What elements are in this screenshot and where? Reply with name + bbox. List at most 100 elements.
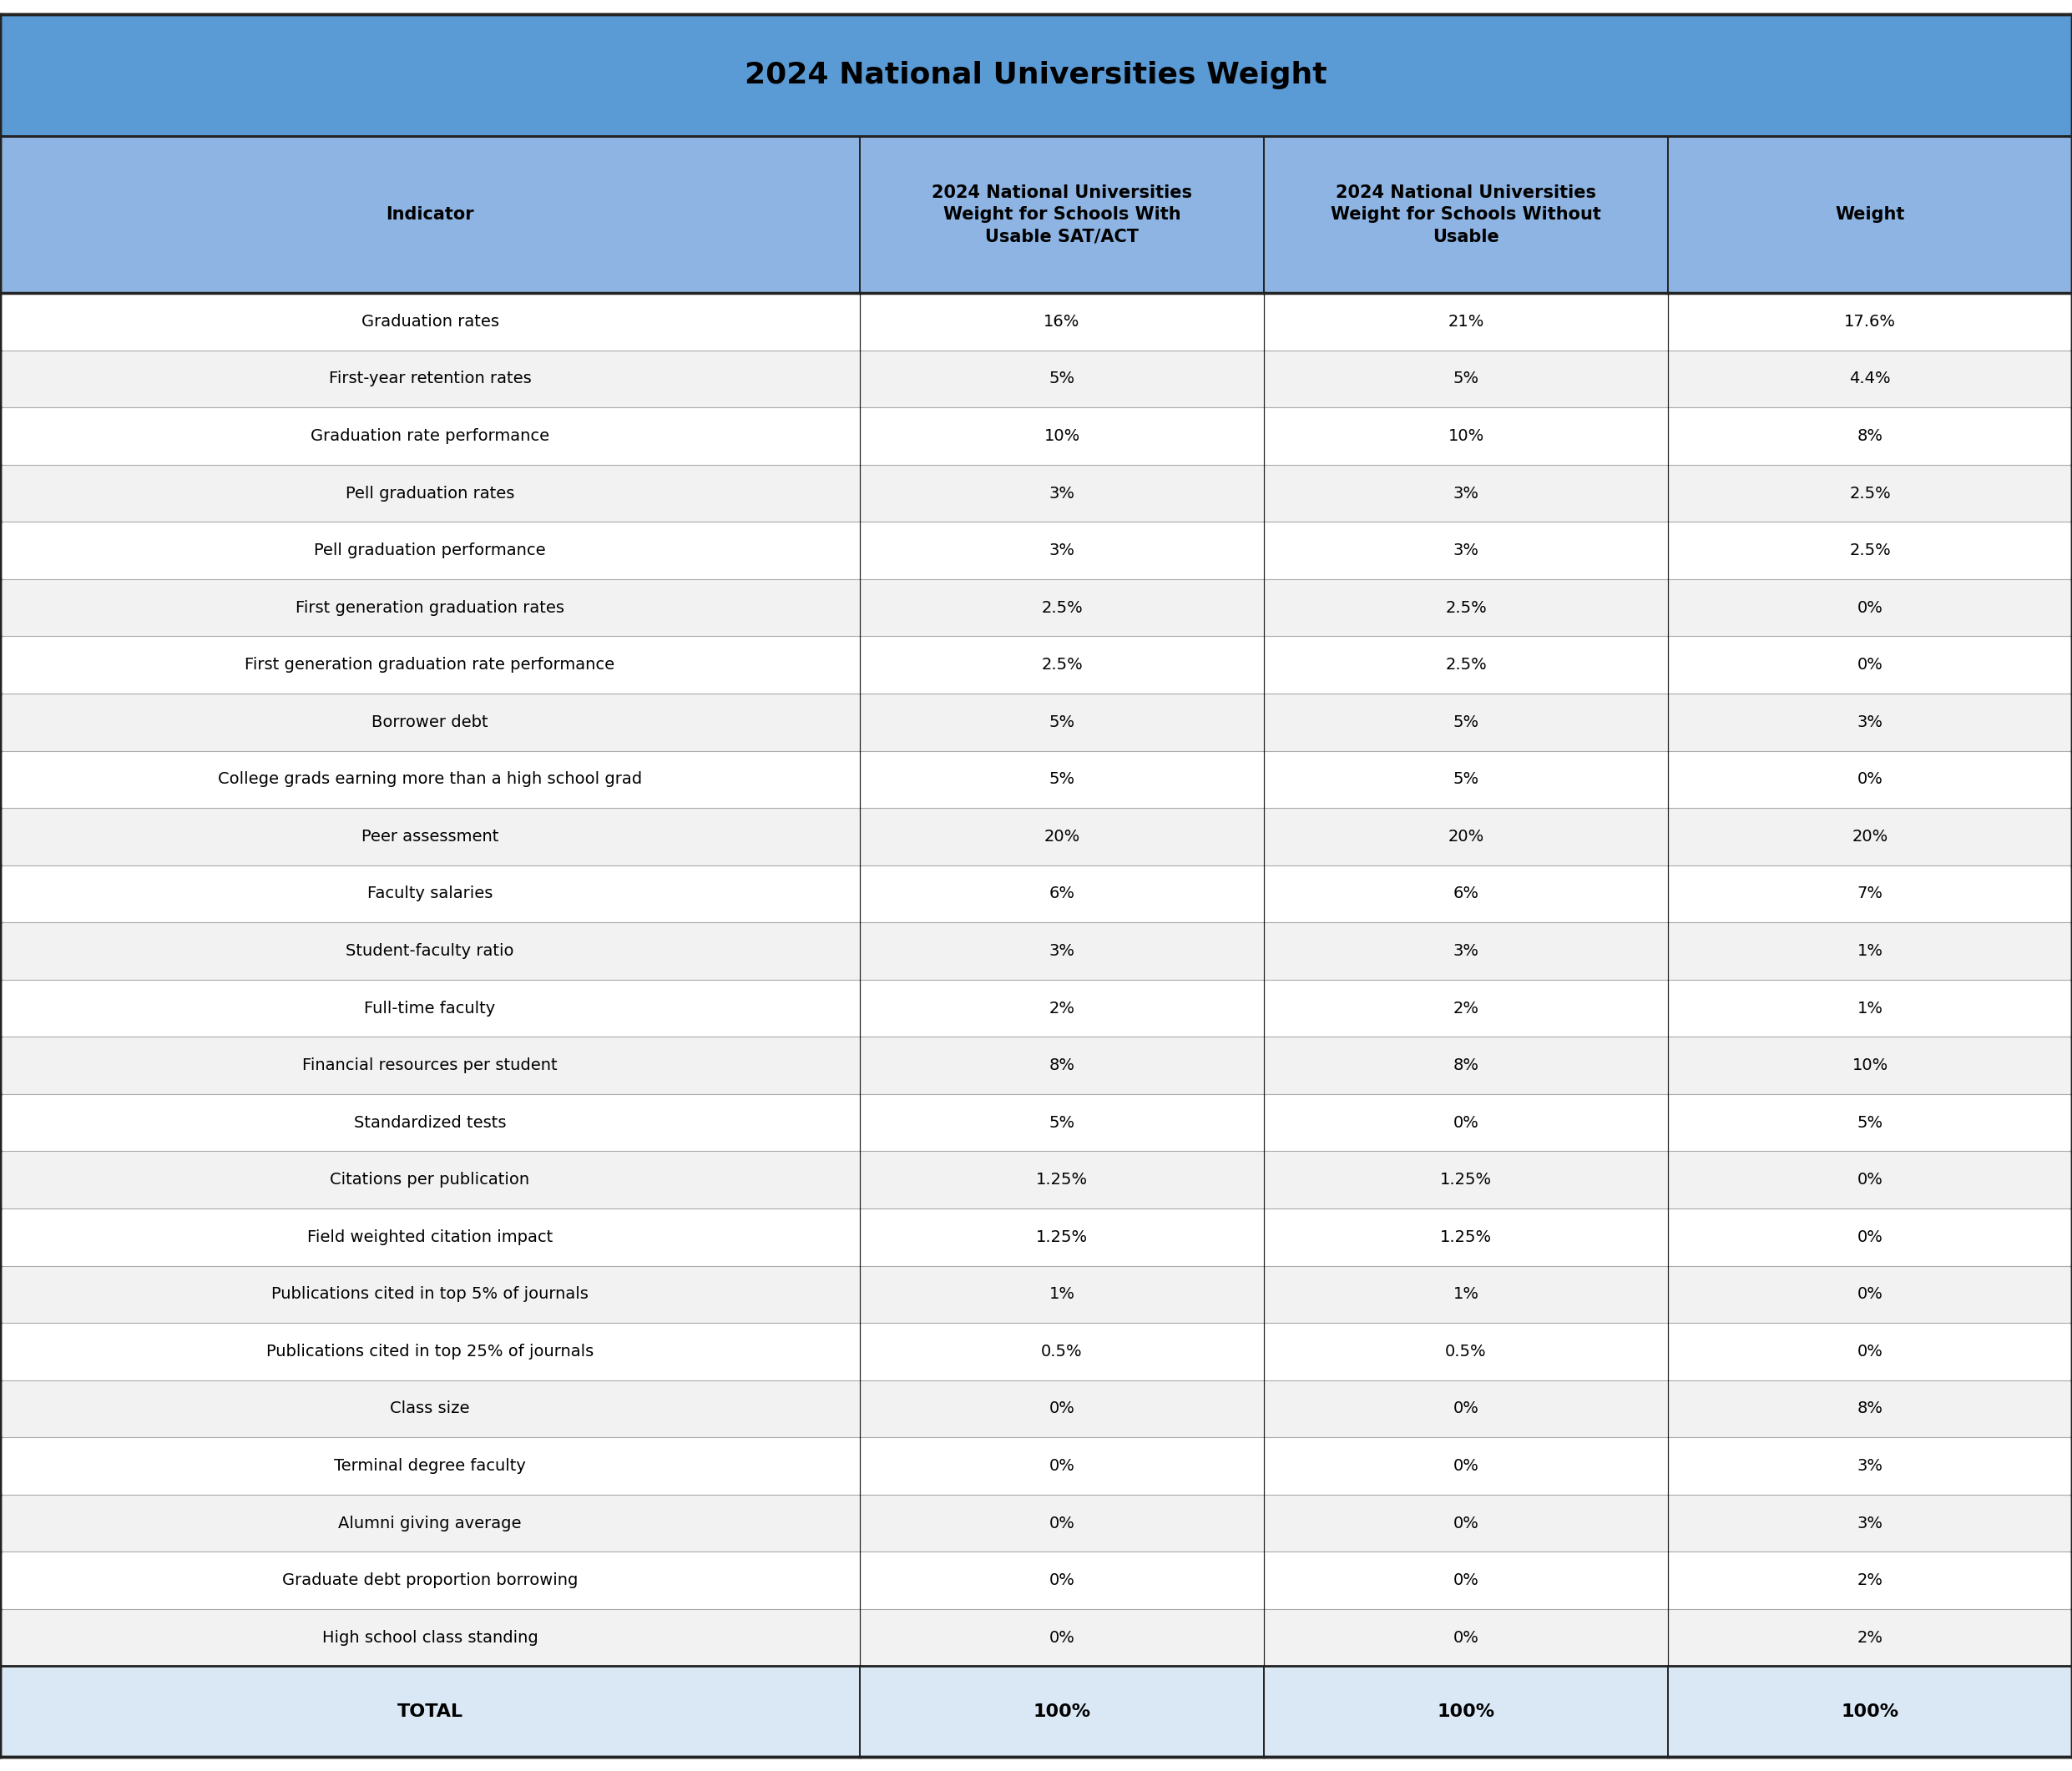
Bar [0, 292, 860, 351]
Text: 10%: 10% [1852, 1057, 1888, 1073]
Bar [0, 1438, 860, 1495]
Bar [1264, 351, 1668, 407]
Bar [860, 1208, 1264, 1266]
Text: △: △ [1332, 1509, 1349, 1528]
Text: Terminal degree faculty: Terminal degree faculty [334, 1458, 526, 1473]
Text: 6%: 6% [1048, 886, 1075, 901]
Text: 1.25%: 1.25% [1440, 1172, 1492, 1188]
Text: △: △ [116, 423, 133, 443]
Bar [1668, 1208, 2072, 1266]
Text: △: △ [1939, 1148, 1956, 1167]
Bar [1264, 866, 1668, 923]
Text: △: △ [723, 785, 740, 806]
Text: △: △ [1332, 965, 1349, 986]
Text: △: △ [1332, 243, 1349, 262]
Text: 留学在线辅导: 留学在线辅导 [1954, 1473, 1983, 1482]
Text: △: △ [1635, 243, 1651, 262]
Text: 3%: 3% [1857, 1458, 1883, 1473]
Bar [1264, 1667, 1668, 1757]
Bar [1668, 579, 2072, 636]
Bar [860, 579, 1264, 636]
Bar [860, 1036, 1264, 1094]
Text: 0%: 0% [1857, 1229, 1883, 1245]
Text: 留学在线辅导: 留学在线辅导 [213, 138, 242, 145]
Bar [1264, 136, 1668, 292]
Bar [0, 1551, 860, 1610]
Text: 3%: 3% [1048, 542, 1075, 558]
Text: 5%: 5% [1048, 714, 1075, 730]
Text: △: △ [421, 785, 437, 806]
Text: 0%: 0% [1048, 1573, 1075, 1589]
Bar [1264, 1094, 1668, 1151]
Text: 留学在线辅导: 留学在线辅导 [1954, 1029, 1983, 1036]
Text: △: △ [723, 60, 740, 81]
Bar [0, 136, 860, 292]
Text: 7%: 7% [1857, 886, 1883, 901]
Text: △: △ [421, 1148, 437, 1167]
Text: Graduate debt proportion borrowing: Graduate debt proportion borrowing [282, 1573, 578, 1589]
Bar [0, 522, 860, 579]
Text: 留学在线辅导: 留学在线辅导 [1519, 1250, 1548, 1259]
Bar [1668, 1667, 2072, 1757]
Text: △: △ [421, 423, 437, 443]
Text: △: △ [723, 1509, 740, 1528]
Text: 8%: 8% [1857, 1401, 1883, 1417]
Text: 100%: 100% [1034, 1704, 1090, 1720]
Bar [1668, 292, 2072, 351]
Text: △: △ [116, 243, 133, 262]
Text: 2.5%: 2.5% [1444, 600, 1488, 616]
Text: △: △ [1028, 1148, 1044, 1167]
Text: △: △ [421, 1328, 437, 1348]
Text: 2.5%: 2.5% [1040, 600, 1084, 616]
Text: 2024 National Universities Weight: 2024 National Universities Weight [744, 60, 1328, 89]
Text: 6%: 6% [1452, 886, 1479, 901]
Text: Borrower debt: Borrower debt [371, 714, 489, 730]
Text: 3%: 3% [1452, 485, 1479, 501]
Bar [860, 1380, 1264, 1438]
Bar [860, 1438, 1264, 1495]
Bar [0, 808, 860, 866]
Text: △: △ [1939, 243, 1956, 262]
Text: Graduation rates: Graduation rates [361, 313, 499, 329]
Text: 1%: 1% [1452, 1286, 1479, 1302]
Text: △: △ [1332, 1690, 1349, 1711]
Text: 0%: 0% [1452, 1401, 1479, 1417]
Text: Faculty salaries: Faculty salaries [367, 886, 493, 901]
Text: 0%: 0% [1452, 1114, 1479, 1130]
Bar [1668, 808, 2072, 866]
Text: 0.5%: 0.5% [1446, 1344, 1486, 1360]
Text: 留学在线辅导: 留学在线辅导 [1519, 806, 1548, 813]
Text: 留学在线辅导: 留学在线辅导 [1084, 1250, 1113, 1259]
Bar [0, 579, 860, 636]
Bar [0, 351, 860, 407]
Bar [1668, 464, 2072, 522]
Bar [1668, 1266, 2072, 1323]
Text: 1.25%: 1.25% [1036, 1229, 1088, 1245]
Bar [1264, 636, 1668, 694]
Bar [860, 1610, 1264, 1667]
Bar [0, 407, 860, 464]
Text: △: △ [723, 965, 740, 986]
Text: △: △ [1635, 604, 1651, 623]
Text: Student-faculty ratio: Student-faculty ratio [346, 944, 514, 958]
Text: 10%: 10% [1044, 429, 1080, 445]
Text: △: △ [723, 1148, 740, 1167]
Text: Weight: Weight [1836, 205, 1904, 223]
Text: △: △ [116, 1509, 133, 1528]
Text: 0%: 0% [1452, 1516, 1479, 1532]
Text: 5%: 5% [1048, 370, 1075, 386]
Bar [1264, 923, 1668, 979]
Text: 0%: 0% [1857, 1172, 1883, 1188]
Bar [1264, 1551, 1668, 1610]
Text: 100%: 100% [1842, 1704, 1898, 1720]
Bar [1668, 1551, 2072, 1610]
Bar [1264, 1610, 1668, 1667]
Text: 留学在线辅导: 留学在线辅导 [649, 1029, 678, 1036]
Bar [860, 1266, 1264, 1323]
Text: 20%: 20% [1852, 829, 1888, 845]
Text: 3%: 3% [1452, 542, 1479, 558]
Text: College grads earning more than a high school grad: College grads earning more than a high s… [218, 772, 642, 788]
Text: 5%: 5% [1452, 714, 1479, 730]
Bar [0, 636, 860, 694]
Bar [1264, 522, 1668, 579]
